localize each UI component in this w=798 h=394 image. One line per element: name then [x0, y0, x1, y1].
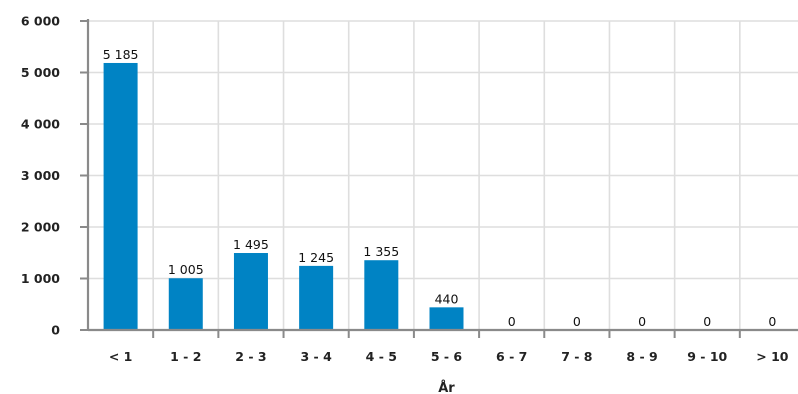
x-tick-label: 5 - 6: [431, 349, 463, 364]
grid-lines: [88, 20, 798, 330]
y-tick-label: 6 000: [21, 14, 60, 29]
data-label: 1 495: [233, 237, 269, 252]
y-tick-label: 0: [51, 323, 60, 338]
x-tick-label: 9 - 10: [687, 349, 727, 364]
labels: 0 1 000 2 000 3 000 4 000 5 000 6 000 5 185 < 1 1…: [21, 14, 789, 365]
data-label: 440: [435, 291, 459, 306]
data-label: 0: [768, 314, 776, 329]
x-tick-label: < 1: [109, 349, 133, 364]
axes: [80, 19, 798, 338]
data-label: 0: [508, 314, 516, 329]
data-label: 1 245: [298, 250, 334, 265]
x-tick-label: 7 - 8: [561, 349, 592, 364]
data-label: 1 355: [363, 244, 399, 259]
x-tick-label: 6 - 7: [496, 349, 527, 364]
data-label: 1 005: [168, 262, 204, 277]
bar: [364, 260, 399, 330]
x-tick-label: 4 - 5: [366, 349, 397, 364]
x-tick-label: 2 - 3: [235, 349, 266, 364]
y-tick-label: 2 000: [21, 220, 60, 235]
y-tick-label: 3 000: [21, 168, 60, 183]
x-tick-label: 1 - 2: [170, 349, 201, 364]
bar: [103, 62, 138, 330]
data-label: 5 185: [103, 47, 139, 62]
x-axis-title: År: [438, 380, 455, 394]
bar: [299, 265, 334, 330]
x-tick-label: 3 - 4: [300, 349, 332, 364]
bars: [103, 62, 464, 330]
data-label: 0: [573, 314, 581, 329]
x-tick-label: > 10: [756, 349, 789, 364]
data-label: 0: [703, 314, 711, 329]
bar: [233, 253, 268, 330]
y-tick-label: 5 000: [21, 65, 60, 80]
y-tick-label: 1 000: [21, 271, 60, 286]
y-tick-label: 4 000: [21, 117, 60, 132]
bar: [429, 307, 464, 330]
x-tick-label: 8 - 9: [626, 349, 657, 364]
bar: [168, 278, 203, 330]
data-label: 0: [638, 314, 646, 329]
